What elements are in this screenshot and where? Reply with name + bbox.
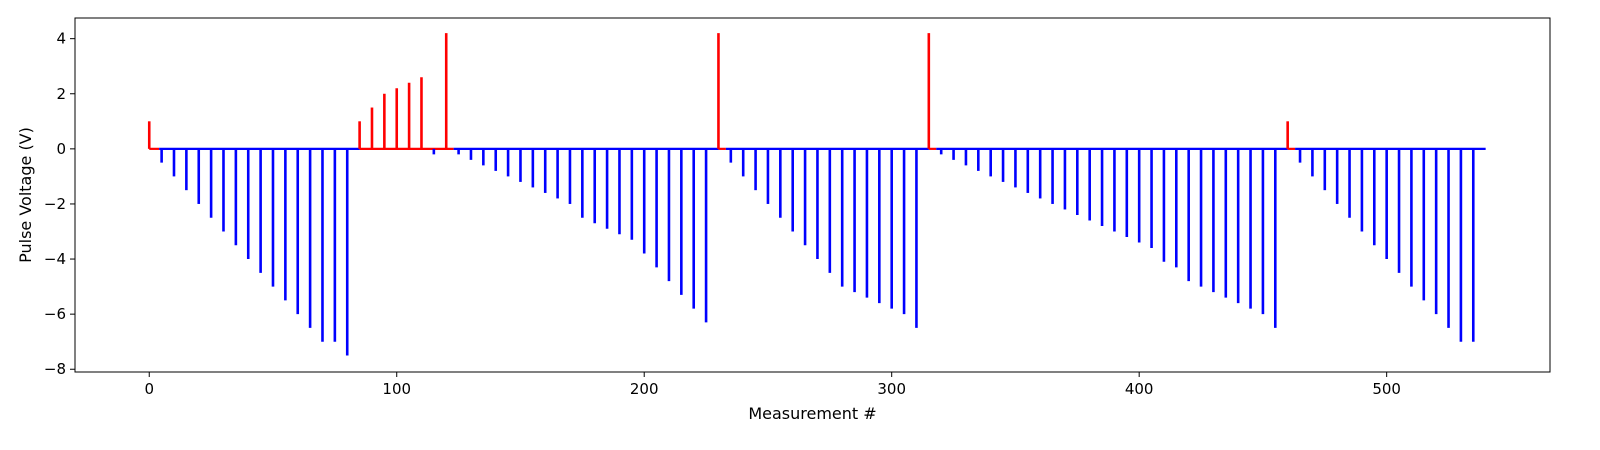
y-axis-ticks: −8 −6 −4 −2 0 2 4 <box>44 30 75 378</box>
y-tick-label: 4 <box>56 30 66 48</box>
x-tick-label: 500 <box>1372 380 1401 398</box>
y-axis-label: Pulse Voltage (V) <box>16 127 35 263</box>
x-tick-label: 0 <box>144 380 154 398</box>
y-tick-label: −6 <box>44 305 66 323</box>
y-tick-label: 2 <box>56 85 66 103</box>
y-tick-label: −4 <box>44 250 66 268</box>
plot-frame <box>74 17 1551 373</box>
x-tick-label: 400 <box>1125 380 1154 398</box>
y-tick-label: −2 <box>44 195 66 213</box>
bar-group <box>147 33 1475 356</box>
x-tick-label: 200 <box>630 380 659 398</box>
y-tick-label: −8 <box>44 360 66 378</box>
x-tick-label: 100 <box>382 380 411 398</box>
x-tick-label: 300 <box>877 380 906 398</box>
x-axis-label: Measurement # <box>748 404 876 423</box>
y-tick-label: 0 <box>56 140 66 158</box>
x-axis-ticks: 0 100 200 300 400 500 <box>144 372 1401 398</box>
